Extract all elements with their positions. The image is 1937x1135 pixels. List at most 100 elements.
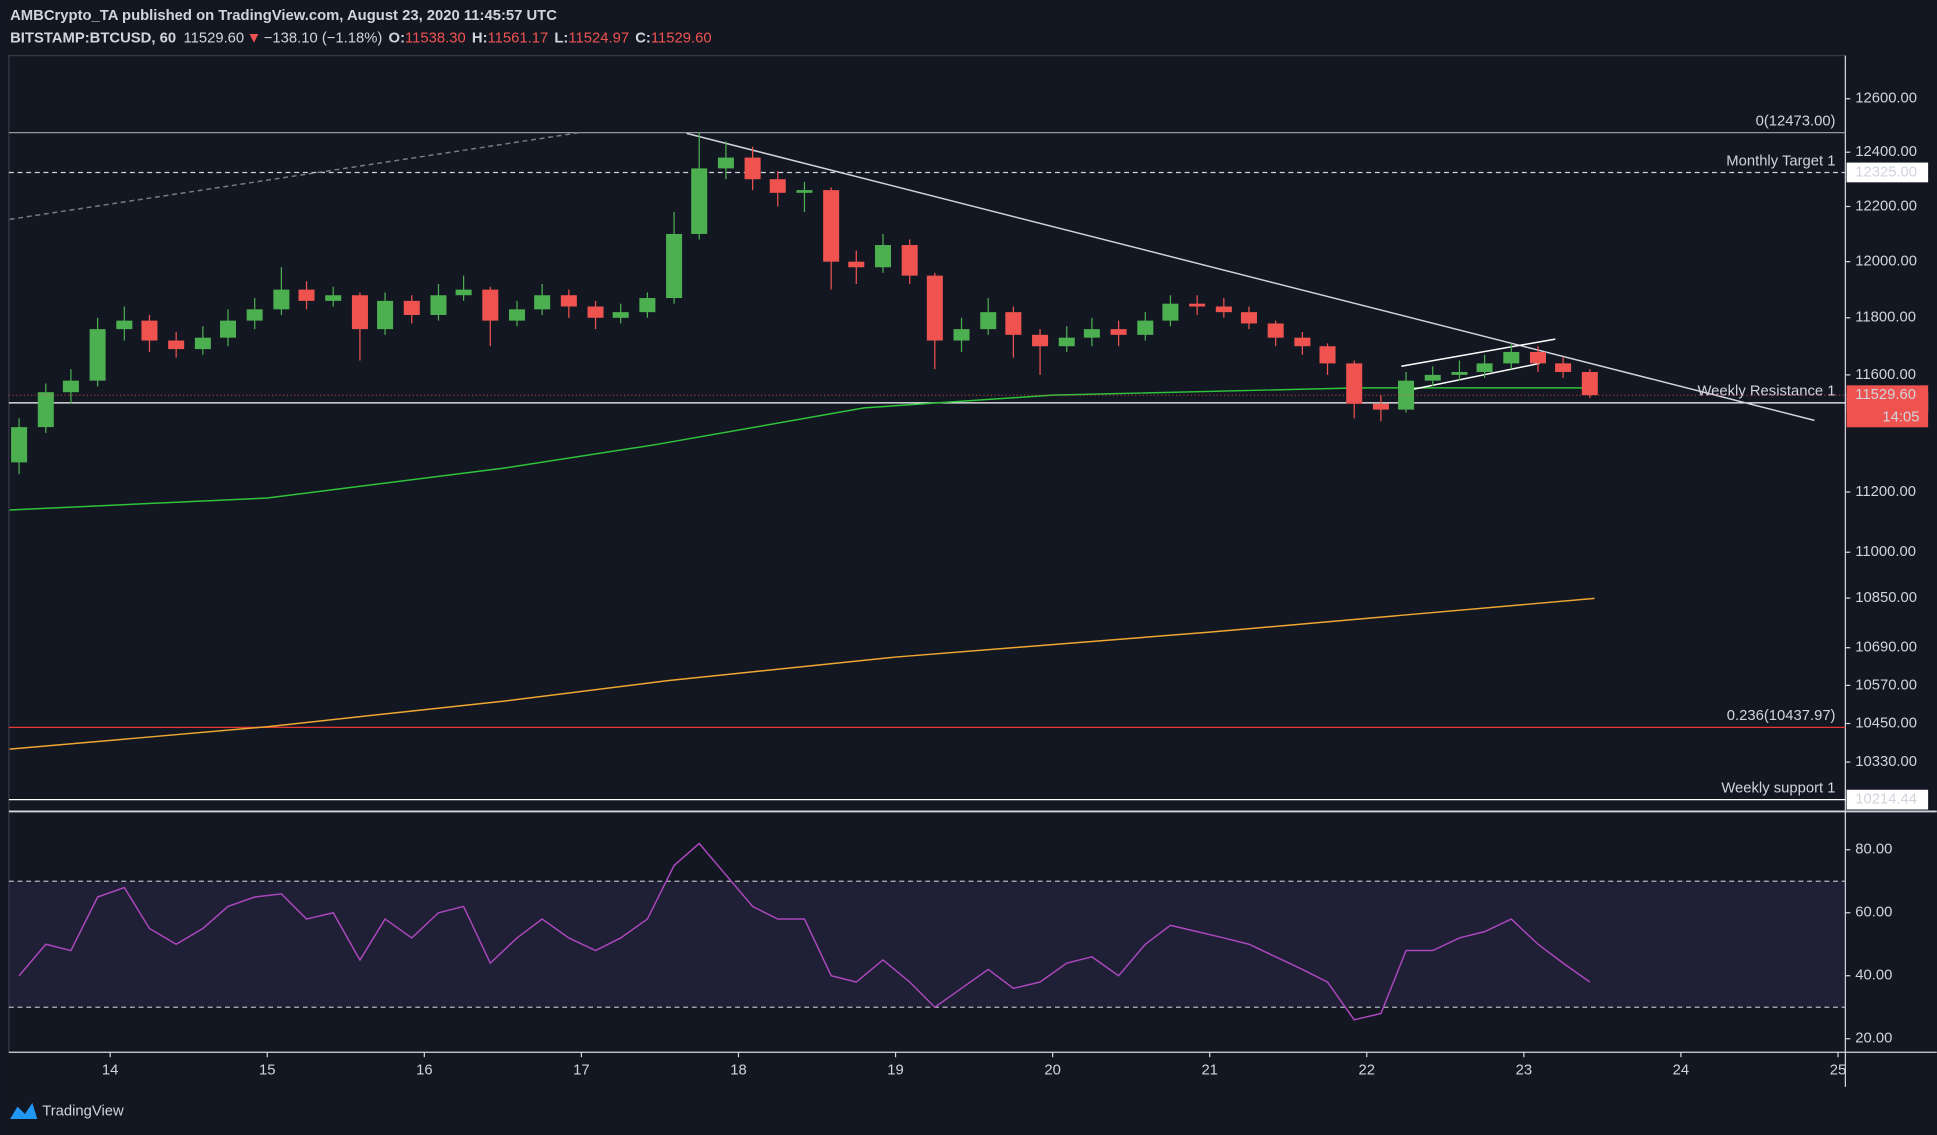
level-tag-box bbox=[1846, 789, 1929, 810]
candle-body bbox=[848, 261, 865, 268]
rsi-tick-label: 40.00 bbox=[1855, 968, 1892, 984]
candle-body bbox=[1424, 374, 1441, 381]
candle-body bbox=[1032, 334, 1049, 347]
candle-body bbox=[823, 190, 840, 262]
candle-body bbox=[953, 329, 970, 341]
candle-body bbox=[744, 157, 761, 180]
candle-body bbox=[796, 190, 813, 193]
x-tick-label: 16 bbox=[416, 1063, 432, 1079]
rsi-tick-label: 60.00 bbox=[1855, 905, 1892, 921]
ohlc-value: 11529.60 bbox=[651, 30, 712, 46]
candle-body bbox=[298, 289, 315, 301]
candle-body bbox=[1372, 403, 1389, 410]
candle-body bbox=[455, 289, 472, 296]
ohlc-value: 11538.30 bbox=[405, 30, 466, 46]
candle-body bbox=[666, 233, 683, 299]
candle-body bbox=[1005, 312, 1022, 335]
publisher: AMBCrypto_TA published on TradingView.co… bbox=[10, 8, 557, 24]
ohlc-key: C: bbox=[635, 30, 651, 46]
candle-body bbox=[612, 312, 629, 318]
last-price: 11529.60 bbox=[183, 30, 244, 46]
candle-body bbox=[534, 295, 551, 310]
y-tick-label: 12600.00 bbox=[1855, 91, 1917, 107]
candle-body bbox=[1476, 363, 1493, 373]
candle-body bbox=[1581, 372, 1598, 396]
candle-body bbox=[11, 427, 28, 463]
candle-body bbox=[980, 312, 997, 330]
trend-line bbox=[1401, 338, 1556, 367]
candle-body bbox=[717, 157, 734, 169]
candle-body bbox=[37, 392, 54, 428]
level-label: 0(12473.00) bbox=[1756, 113, 1836, 129]
x-tick-label: 17 bbox=[573, 1063, 589, 1079]
moving-average bbox=[9, 597, 1595, 750]
trend-line bbox=[9, 131, 580, 221]
x-tick-label: 15 bbox=[259, 1063, 275, 1079]
y-tick-label: 11800.00 bbox=[1855, 310, 1916, 326]
countdown: 14:05 bbox=[1882, 409, 1919, 425]
candle-body bbox=[1110, 329, 1127, 335]
change: −138.10 (−1.18%) bbox=[264, 30, 383, 46]
symbol: BITSTAMP:BTCUSD, 60 bbox=[10, 30, 176, 46]
x-tick-label: 22 bbox=[1359, 1063, 1375, 1079]
ohlc-key: L: bbox=[554, 30, 568, 46]
candle-body bbox=[769, 179, 786, 193]
candle-body bbox=[1451, 372, 1468, 375]
price-tag: 11529.60 bbox=[1855, 387, 1916, 403]
candle-body bbox=[926, 275, 943, 341]
y-tick-label: 10330.00 bbox=[1855, 754, 1917, 770]
symbol-line: BITSTAMP:BTCUSD, 60 11529.60 ▼ −138.10 (−1.… bbox=[10, 30, 711, 46]
candle-body bbox=[587, 306, 604, 318]
candle-body bbox=[1083, 329, 1100, 338]
level-label: Monthly Target 1 bbox=[1726, 153, 1835, 169]
candle-body bbox=[1162, 303, 1179, 321]
candle-body bbox=[194, 337, 211, 350]
x-tick-label: 20 bbox=[1044, 1063, 1060, 1079]
candle-body bbox=[1137, 320, 1154, 335]
candle-body bbox=[377, 300, 394, 330]
rsi-line bbox=[18, 842, 1591, 1021]
logo-icon bbox=[10, 1102, 38, 1119]
candle-body bbox=[1294, 337, 1311, 347]
x-tick-label: 25 bbox=[1830, 1063, 1846, 1079]
level-label: Weekly Resistance 1 bbox=[1697, 384, 1835, 400]
candle-body bbox=[273, 289, 290, 310]
rsi-tick-label: 20.00 bbox=[1855, 1031, 1892, 1047]
candle-body bbox=[691, 168, 708, 234]
candle-body bbox=[219, 320, 237, 338]
x-tick-label: 19 bbox=[887, 1063, 903, 1079]
footer-logo: TradingView bbox=[10, 1102, 124, 1119]
footer-brand: TradingView bbox=[42, 1103, 124, 1119]
y-tick-label: 11000.00 bbox=[1855, 544, 1916, 560]
ohlc-key: H: bbox=[472, 30, 488, 46]
x-tick-label: 23 bbox=[1516, 1063, 1532, 1079]
candle-body bbox=[482, 289, 499, 321]
level-label: 0.236(10437.97) bbox=[1727, 708, 1836, 724]
candle-body bbox=[351, 295, 368, 330]
trend-line bbox=[686, 132, 1815, 422]
trend-line bbox=[1405, 362, 1540, 392]
level-label: Weekly support 1 bbox=[1721, 780, 1835, 796]
candle-body bbox=[901, 245, 918, 276]
y-tick-label: 10690.00 bbox=[1855, 640, 1917, 656]
price-tag-box bbox=[1846, 385, 1929, 428]
moving-average bbox=[9, 387, 1595, 511]
y-tick-label: 11200.00 bbox=[1855, 484, 1916, 500]
change-arrow: ▼ bbox=[247, 30, 262, 46]
candle-body bbox=[508, 309, 526, 321]
candle-body bbox=[1189, 303, 1206, 307]
candle-body bbox=[403, 300, 420, 315]
candle-body bbox=[116, 320, 133, 330]
candle-body bbox=[874, 245, 891, 268]
candle-body bbox=[141, 320, 158, 341]
y-tick-label: 10450.00 bbox=[1855, 715, 1917, 731]
candle-body bbox=[1267, 323, 1284, 338]
candle-body bbox=[1555, 363, 1572, 373]
x-tick-label: 14 bbox=[102, 1063, 118, 1079]
ohlc-value: 11524.97 bbox=[568, 30, 629, 46]
candle-body bbox=[325, 295, 342, 301]
candle-body bbox=[246, 309, 263, 321]
candle-body bbox=[1346, 363, 1363, 404]
